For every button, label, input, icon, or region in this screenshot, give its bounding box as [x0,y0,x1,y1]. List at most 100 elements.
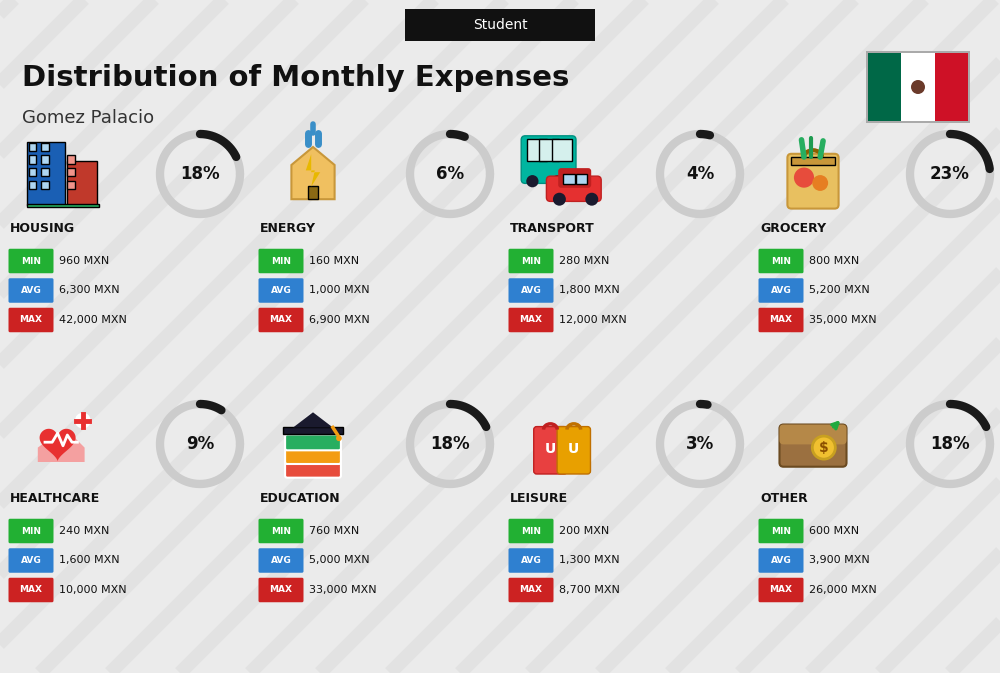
FancyBboxPatch shape [521,136,576,184]
Text: GROCERY: GROCERY [760,221,826,234]
Text: EDUCATION: EDUCATION [260,491,341,505]
Circle shape [812,436,835,459]
Text: 760 MXN: 760 MXN [309,526,359,536]
Text: 6,900 MXN: 6,900 MXN [309,315,370,325]
FancyBboxPatch shape [527,139,547,162]
Text: MAX: MAX [20,316,42,324]
FancyBboxPatch shape [27,203,99,207]
Text: MIN: MIN [771,256,791,266]
Text: MAX: MAX [520,316,542,324]
Polygon shape [293,413,333,427]
FancyBboxPatch shape [509,577,554,602]
Text: 5,200 MXN: 5,200 MXN [809,285,870,295]
FancyBboxPatch shape [509,278,554,303]
FancyBboxPatch shape [8,308,53,332]
Text: HEALTHCARE: HEALTHCARE [10,491,100,505]
FancyBboxPatch shape [258,577,303,602]
Text: MIN: MIN [271,256,291,266]
Text: MIN: MIN [521,526,541,536]
Text: 3,900 MXN: 3,900 MXN [809,555,870,565]
FancyBboxPatch shape [258,278,303,303]
FancyBboxPatch shape [563,174,575,184]
Circle shape [551,175,564,187]
FancyBboxPatch shape [8,278,53,303]
Text: U: U [568,442,579,456]
Text: 5,000 MXN: 5,000 MXN [309,555,370,565]
FancyBboxPatch shape [546,176,601,201]
Text: AVG: AVG [521,556,541,565]
Text: 8,700 MXN: 8,700 MXN [559,585,620,595]
FancyBboxPatch shape [901,53,935,121]
Polygon shape [40,429,76,461]
Text: 960 MXN: 960 MXN [59,256,109,266]
FancyBboxPatch shape [534,427,567,474]
FancyBboxPatch shape [787,154,839,209]
Text: 10,000 MXN: 10,000 MXN [59,585,127,595]
FancyBboxPatch shape [41,155,49,164]
Text: 1,800 MXN: 1,800 MXN [559,285,620,295]
FancyBboxPatch shape [791,157,835,165]
FancyBboxPatch shape [41,180,49,189]
Circle shape [794,168,814,188]
Text: ENERGY: ENERGY [260,221,316,234]
FancyBboxPatch shape [41,143,49,151]
Text: AVG: AVG [521,286,541,295]
Text: 1,600 MXN: 1,600 MXN [59,555,120,565]
Text: 800 MXN: 800 MXN [809,256,859,266]
Text: MAX: MAX [520,586,542,594]
Text: 160 MXN: 160 MXN [309,256,359,266]
Text: 42,000 MXN: 42,000 MXN [59,315,127,325]
Polygon shape [291,147,335,199]
Text: AVG: AVG [771,286,791,295]
FancyBboxPatch shape [258,548,303,573]
FancyBboxPatch shape [283,427,343,434]
Text: 18%: 18% [930,435,970,453]
Text: $: $ [819,441,829,454]
Polygon shape [38,433,85,462]
Text: MAX: MAX [770,316,792,324]
FancyBboxPatch shape [41,168,49,176]
Text: AVG: AVG [21,556,41,565]
FancyBboxPatch shape [539,139,559,162]
Text: 23%: 23% [930,165,970,183]
FancyBboxPatch shape [868,53,901,121]
Text: MAX: MAX [269,316,292,324]
Text: 4%: 4% [686,165,714,183]
Circle shape [911,80,925,94]
Text: MIN: MIN [771,526,791,536]
Text: TRANSPORT: TRANSPORT [510,221,595,234]
FancyBboxPatch shape [509,249,554,273]
Text: 200 MXN: 200 MXN [559,526,609,536]
FancyBboxPatch shape [29,180,36,189]
FancyBboxPatch shape [509,308,554,332]
FancyBboxPatch shape [759,308,804,332]
Text: MIN: MIN [21,256,41,266]
FancyBboxPatch shape [8,548,53,573]
FancyBboxPatch shape [258,249,303,273]
Text: Distribution of Monthly Expenses: Distribution of Monthly Expenses [22,64,569,92]
FancyBboxPatch shape [558,168,591,188]
FancyBboxPatch shape [27,141,65,205]
Text: 6,300 MXN: 6,300 MXN [59,285,120,295]
Circle shape [75,413,91,429]
FancyBboxPatch shape [866,51,970,123]
Text: 240 MXN: 240 MXN [59,526,109,536]
Text: HOUSING: HOUSING [10,221,75,234]
FancyBboxPatch shape [29,155,36,164]
FancyBboxPatch shape [759,577,804,602]
Text: U: U [545,442,556,456]
Circle shape [553,192,566,206]
Text: AVG: AVG [771,556,791,565]
Text: 9%: 9% [186,435,214,453]
Text: 280 MXN: 280 MXN [559,256,609,266]
FancyBboxPatch shape [67,180,75,189]
Text: 1,000 MXN: 1,000 MXN [309,285,370,295]
FancyBboxPatch shape [779,425,847,466]
FancyBboxPatch shape [308,186,318,199]
Text: 1,300 MXN: 1,300 MXN [559,555,620,565]
Text: AVG: AVG [271,286,291,295]
FancyBboxPatch shape [285,448,341,464]
Text: 18%: 18% [430,435,470,453]
Text: 26,000 MXN: 26,000 MXN [809,585,877,595]
Text: 33,000 MXN: 33,000 MXN [309,585,377,595]
